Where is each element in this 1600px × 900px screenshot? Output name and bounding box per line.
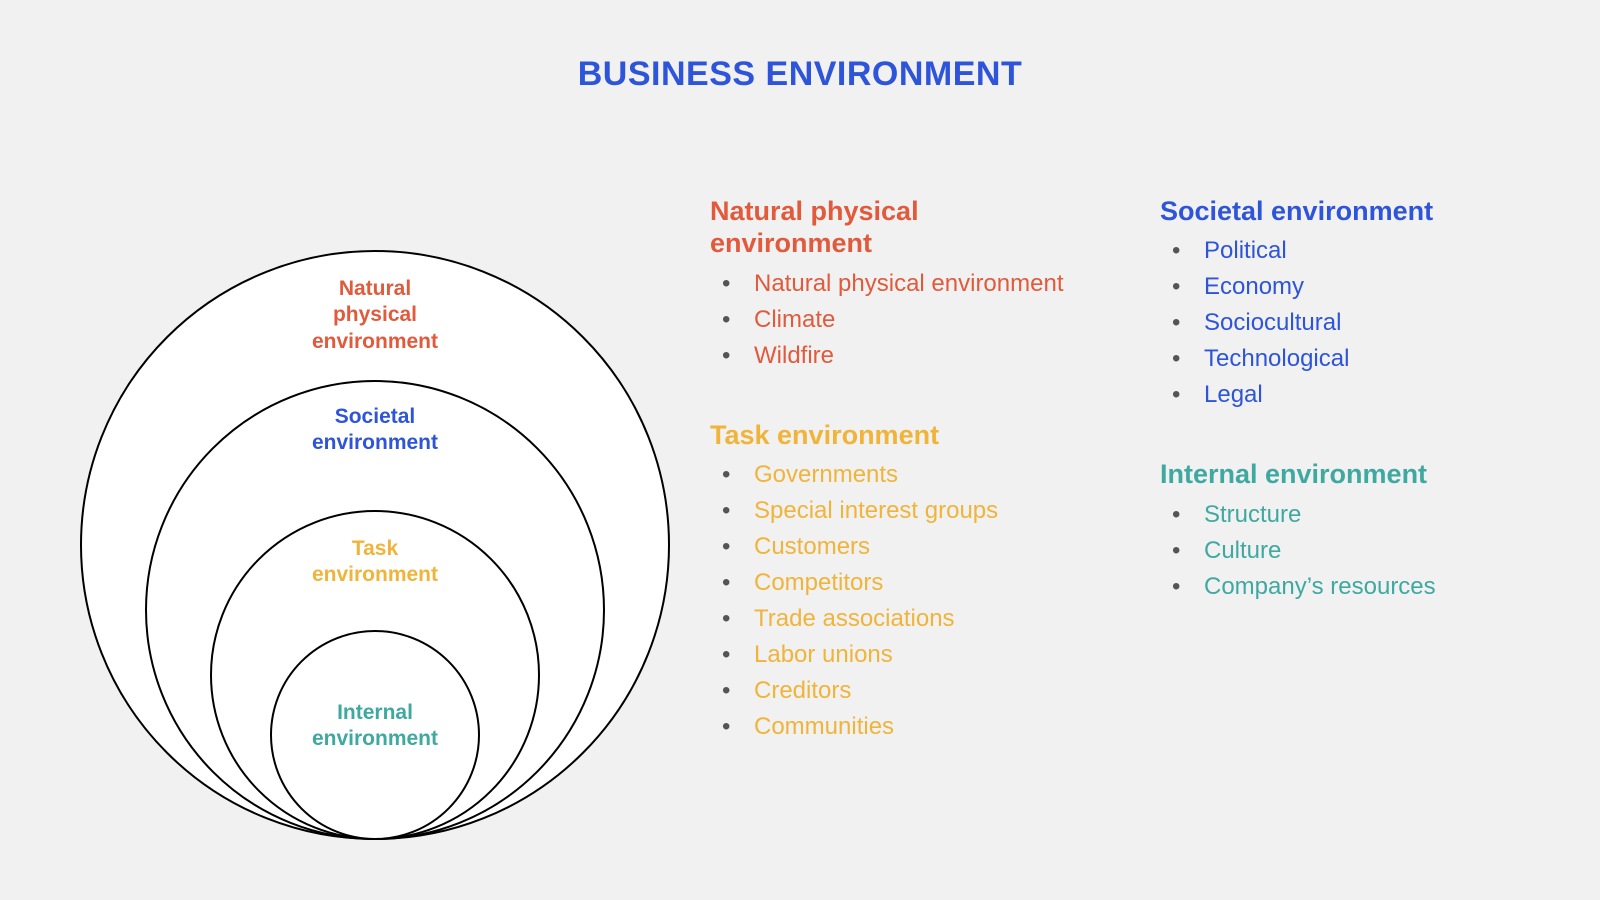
left-column: Natural physical environment Natural phy… (710, 195, 1120, 790)
section-natural-list: Natural physical environmentClimateWildf… (710, 266, 1120, 374)
nested-circles-diagram: Natural physical environment Societal env… (80, 160, 680, 860)
list-item: Creditors (710, 673, 1120, 709)
list-item: Wildfire (710, 338, 1120, 374)
right-column: Societal environment PoliticalEconomySoc… (1160, 195, 1570, 790)
list-item: Legal (1160, 377, 1570, 413)
section-societal-list: PoliticalEconomySocioculturalTechnologic… (1160, 233, 1570, 413)
section-societal-heading: Societal environment (1160, 195, 1570, 227)
section-internal-heading: Internal environment (1160, 458, 1570, 490)
list-item: Special interest groups (710, 493, 1120, 529)
section-task-heading: Task environment (710, 419, 1120, 451)
category-lists: Natural physical environment Natural phy… (710, 195, 1570, 790)
list-item: Trade associations (710, 601, 1120, 637)
page-title: BUSINESS ENVIRONMENT (0, 55, 1600, 94)
list-item: Company’s resources (1160, 569, 1570, 605)
list-item: Culture (1160, 533, 1570, 569)
section-natural: Natural physical environment Natural phy… (710, 195, 1120, 374)
list-item: Competitors (710, 565, 1120, 601)
section-internal: Internal environment StructureCultureCom… (1160, 458, 1570, 604)
section-task: Task environment GovernmentsSpecial inte… (710, 419, 1120, 745)
list-item: Political (1160, 233, 1570, 269)
list-item: Customers (710, 529, 1120, 565)
list-item: Sociocultural (1160, 305, 1570, 341)
section-task-list: GovernmentsSpecial interest groupsCustom… (710, 457, 1120, 745)
circle-label-task: Task environment (212, 536, 538, 589)
list-item: Governments (710, 457, 1120, 493)
list-item: Economy (1160, 269, 1570, 305)
list-item: Climate (710, 302, 1120, 338)
section-internal-list: StructureCultureCompany’s resources (1160, 497, 1570, 605)
list-item: Structure (1160, 497, 1570, 533)
circle-label-internal: Internal environment (272, 700, 478, 753)
section-natural-heading: Natural physical environment (710, 195, 1120, 260)
section-societal: Societal environment PoliticalEconomySoc… (1160, 195, 1570, 413)
list-item: Communities (710, 709, 1120, 745)
circle-label-outer: Natural physical environment (82, 276, 668, 355)
circle-label-societal: Societal environment (147, 404, 603, 457)
circle-internal: Internal environment (270, 630, 480, 840)
list-item: Technological (1160, 341, 1570, 377)
list-item: Natural physical environment (710, 266, 1120, 302)
list-item: Labor unions (710, 637, 1120, 673)
